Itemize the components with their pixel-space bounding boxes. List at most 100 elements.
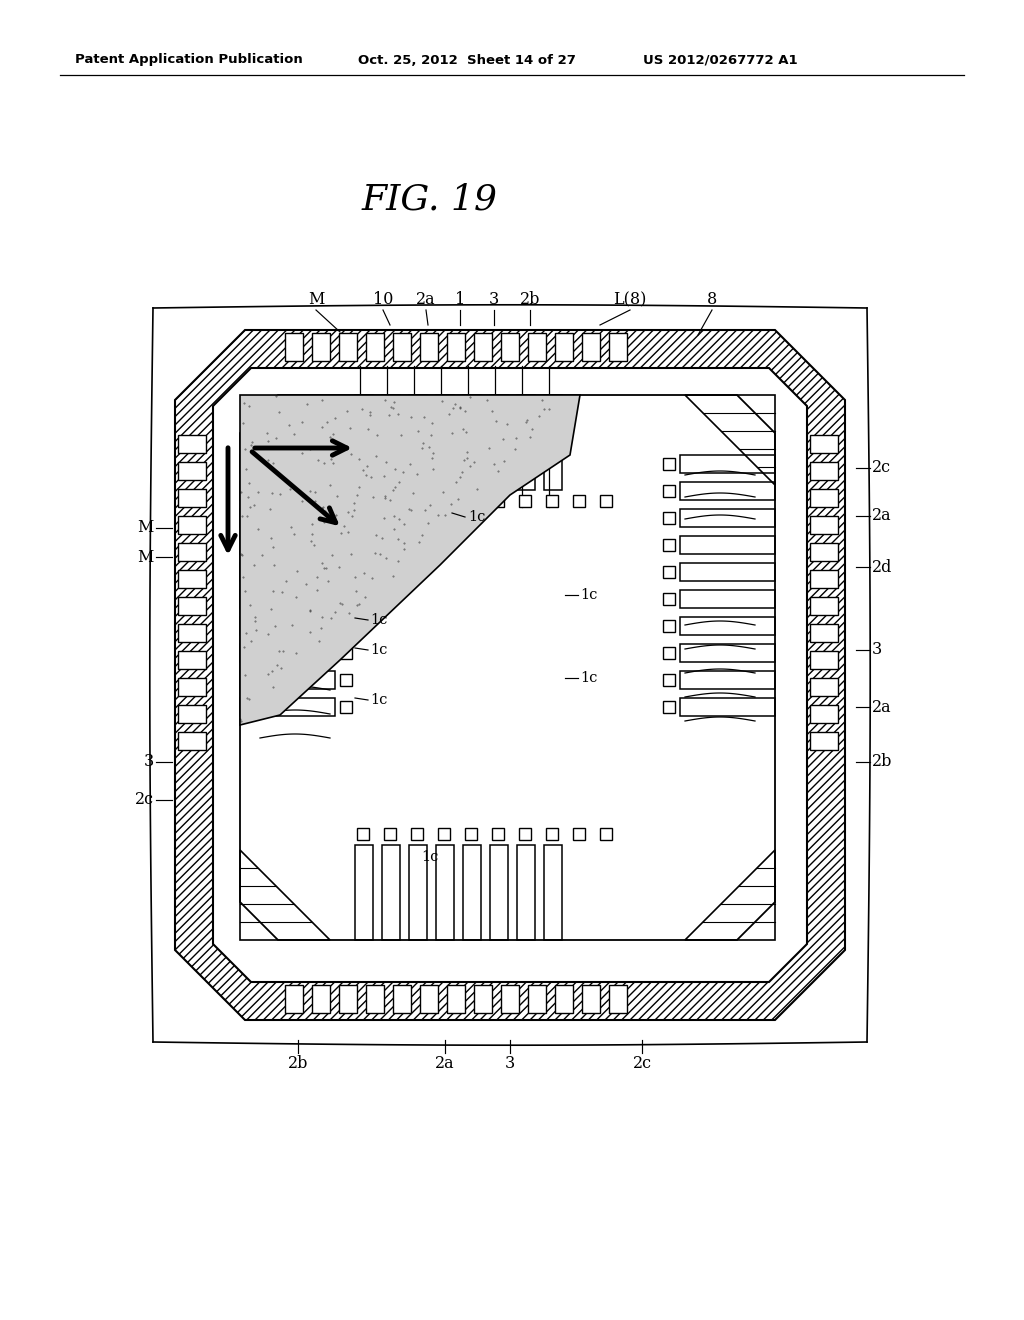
Polygon shape bbox=[546, 828, 558, 840]
Text: 8: 8 bbox=[707, 290, 717, 308]
Polygon shape bbox=[240, 395, 580, 725]
Text: 2a: 2a bbox=[435, 1055, 455, 1072]
Text: 1: 1 bbox=[455, 290, 465, 308]
Polygon shape bbox=[663, 539, 675, 550]
Polygon shape bbox=[178, 488, 206, 507]
Text: 3: 3 bbox=[505, 1055, 515, 1072]
Polygon shape bbox=[810, 462, 838, 480]
Polygon shape bbox=[573, 828, 585, 840]
Polygon shape bbox=[501, 333, 519, 360]
Polygon shape bbox=[393, 333, 411, 360]
Text: 2c: 2c bbox=[633, 1055, 651, 1072]
Polygon shape bbox=[178, 543, 206, 561]
Text: 2b: 2b bbox=[872, 754, 892, 771]
Text: L(8): L(8) bbox=[613, 290, 647, 308]
Polygon shape bbox=[810, 597, 838, 615]
Polygon shape bbox=[393, 985, 411, 1012]
Polygon shape bbox=[420, 985, 438, 1012]
Text: 2d: 2d bbox=[872, 558, 892, 576]
Text: 1c: 1c bbox=[580, 671, 597, 685]
Text: 10: 10 bbox=[373, 290, 393, 308]
Polygon shape bbox=[810, 705, 838, 723]
Polygon shape bbox=[178, 462, 206, 480]
Polygon shape bbox=[175, 330, 845, 1020]
Polygon shape bbox=[810, 543, 838, 561]
Polygon shape bbox=[609, 985, 627, 1012]
Polygon shape bbox=[600, 828, 612, 840]
Polygon shape bbox=[474, 333, 492, 360]
Polygon shape bbox=[600, 495, 612, 507]
Text: 1c: 1c bbox=[421, 850, 438, 865]
Polygon shape bbox=[519, 495, 531, 507]
Polygon shape bbox=[357, 495, 369, 507]
Polygon shape bbox=[810, 624, 838, 642]
Polygon shape bbox=[528, 985, 546, 1012]
Polygon shape bbox=[340, 593, 352, 605]
Text: M: M bbox=[137, 520, 154, 536]
Text: 3: 3 bbox=[488, 290, 499, 308]
Polygon shape bbox=[663, 647, 675, 659]
Polygon shape bbox=[555, 985, 573, 1012]
Text: 2c: 2c bbox=[872, 459, 891, 477]
Polygon shape bbox=[340, 539, 352, 550]
Text: 1c: 1c bbox=[370, 693, 387, 708]
Text: Oct. 25, 2012  Sheet 14 of 27: Oct. 25, 2012 Sheet 14 of 27 bbox=[358, 54, 575, 66]
Polygon shape bbox=[178, 624, 206, 642]
Polygon shape bbox=[810, 678, 838, 696]
Polygon shape bbox=[312, 333, 330, 360]
Text: Patent Application Publication: Patent Application Publication bbox=[75, 54, 303, 66]
Polygon shape bbox=[528, 333, 546, 360]
Polygon shape bbox=[213, 368, 807, 982]
Polygon shape bbox=[519, 828, 531, 840]
Polygon shape bbox=[420, 333, 438, 360]
Polygon shape bbox=[340, 566, 352, 578]
Polygon shape bbox=[178, 516, 206, 535]
Polygon shape bbox=[178, 733, 206, 750]
Polygon shape bbox=[663, 675, 675, 686]
Text: 2a: 2a bbox=[416, 290, 436, 308]
Polygon shape bbox=[810, 516, 838, 535]
Polygon shape bbox=[178, 651, 206, 669]
Polygon shape bbox=[492, 495, 504, 507]
Polygon shape bbox=[810, 733, 838, 750]
Text: M: M bbox=[137, 549, 154, 565]
Polygon shape bbox=[178, 705, 206, 723]
Polygon shape bbox=[340, 620, 352, 632]
Text: 1c: 1c bbox=[370, 612, 387, 627]
Polygon shape bbox=[663, 484, 675, 498]
Polygon shape bbox=[465, 495, 477, 507]
Polygon shape bbox=[447, 985, 465, 1012]
Polygon shape bbox=[340, 675, 352, 686]
Polygon shape bbox=[366, 333, 384, 360]
Polygon shape bbox=[663, 566, 675, 578]
Polygon shape bbox=[285, 333, 303, 360]
Polygon shape bbox=[384, 828, 396, 840]
Text: 2a: 2a bbox=[872, 507, 892, 524]
Text: 1c: 1c bbox=[468, 510, 485, 524]
Polygon shape bbox=[178, 597, 206, 615]
Polygon shape bbox=[474, 985, 492, 1012]
Polygon shape bbox=[384, 495, 396, 507]
Polygon shape bbox=[340, 458, 352, 470]
Polygon shape bbox=[178, 436, 206, 453]
Text: 2c: 2c bbox=[135, 792, 154, 808]
Polygon shape bbox=[312, 985, 330, 1012]
Polygon shape bbox=[357, 828, 369, 840]
Text: 2b: 2b bbox=[288, 1055, 308, 1072]
Polygon shape bbox=[340, 484, 352, 498]
Text: FIG. 19: FIG. 19 bbox=[362, 183, 498, 216]
Polygon shape bbox=[501, 985, 519, 1012]
Polygon shape bbox=[438, 828, 450, 840]
Text: 2b: 2b bbox=[520, 290, 541, 308]
Polygon shape bbox=[582, 985, 600, 1012]
Text: 3: 3 bbox=[143, 754, 154, 771]
Polygon shape bbox=[339, 985, 357, 1012]
Polygon shape bbox=[663, 593, 675, 605]
Polygon shape bbox=[810, 488, 838, 507]
Polygon shape bbox=[465, 828, 477, 840]
Polygon shape bbox=[663, 620, 675, 632]
Text: US 2012/0267772 A1: US 2012/0267772 A1 bbox=[643, 54, 798, 66]
Polygon shape bbox=[573, 495, 585, 507]
Polygon shape bbox=[810, 570, 838, 587]
Polygon shape bbox=[555, 333, 573, 360]
